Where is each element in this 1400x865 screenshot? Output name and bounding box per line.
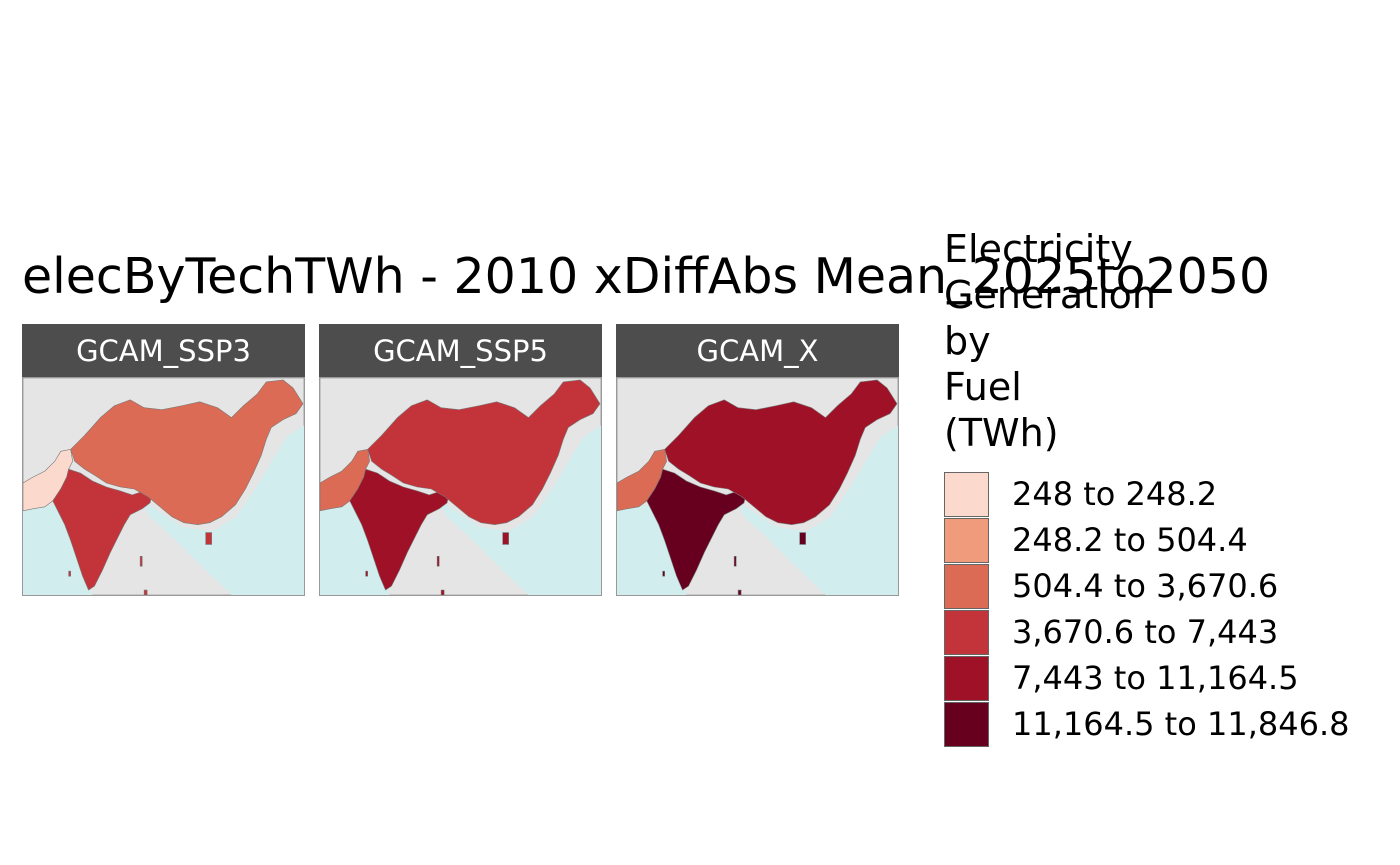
legend-label: 7,443 to 11,164.5 — [1012, 659, 1299, 697]
region-india — [646, 468, 747, 591]
facet-label: GCAM_SSP3 — [22, 324, 305, 377]
legend-title-line: by — [944, 319, 991, 363]
legend-label: 248 to 248.2 — [1012, 475, 1218, 513]
ocean — [320, 425, 601, 595]
legend-item: 248.2 to 504.4 — [944, 517, 1248, 563]
map — [616, 377, 899, 596]
legend-swatch — [944, 655, 989, 701]
map — [22, 377, 305, 596]
legend-title-line: Generation — [944, 273, 1156, 317]
legend-item: 248 to 248.2 — [944, 471, 1217, 517]
map-canvas — [617, 378, 898, 595]
legend-item: 3,670.6 to 7,443 — [944, 609, 1278, 655]
legend-title-line: (TWh) — [944, 411, 1059, 455]
legend-swatch — [944, 609, 989, 655]
legend-item: 504.4 to 3,670.6 — [944, 563, 1278, 609]
facet-label: GCAM_X — [616, 324, 899, 377]
map — [319, 377, 602, 596]
legend-item: 11,164.5 to 11,846.8 — [944, 701, 1349, 747]
legend-label: 248.2 to 504.4 — [1012, 521, 1248, 559]
region-islands — [662, 532, 806, 595]
legend-title: Electricity Generation by Fuel (TWh) — [944, 226, 1156, 456]
legend-swatch — [944, 517, 989, 563]
legend-swatch — [944, 563, 989, 609]
ocean — [23, 425, 304, 595]
region-india — [349, 468, 450, 591]
legend-swatch — [944, 701, 989, 747]
region-islands — [365, 532, 509, 595]
chart-title: elecByTechTWh - 2010 xDiffAbs Mean_2025t… — [22, 248, 1271, 305]
region-china — [70, 379, 304, 525]
region-islands — [68, 532, 212, 595]
ocean — [617, 425, 898, 595]
legend-title-line: Electricity — [944, 227, 1133, 271]
region-china — [367, 379, 601, 525]
legend-swatch — [944, 471, 989, 517]
map-canvas — [320, 378, 601, 595]
facet-panel-ssp5: GCAM_SSP5 — [319, 324, 602, 596]
region-china — [664, 379, 898, 525]
legend-label: 3,670.6 to 7,443 — [1012, 613, 1279, 651]
facet-panel-x: GCAM_X — [616, 324, 899, 596]
region-india — [52, 468, 153, 591]
legend-label: 11,164.5 to 11,846.8 — [1012, 705, 1350, 743]
legend-item: 7,443 to 11,164.5 — [944, 655, 1299, 701]
facet-panel-ssp3: GCAM_SSP3 — [22, 324, 305, 596]
map-canvas — [23, 378, 304, 595]
legend-label: 504.4 to 3,670.6 — [1012, 567, 1279, 605]
facet-label: GCAM_SSP5 — [319, 324, 602, 377]
legend-title-line: Fuel — [944, 365, 1022, 409]
